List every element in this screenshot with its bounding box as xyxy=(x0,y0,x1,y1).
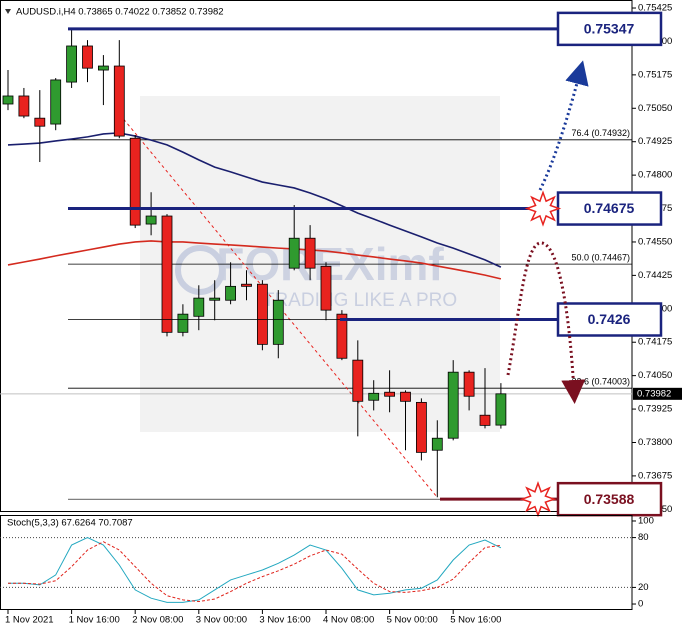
candle-body xyxy=(320,265,332,311)
level-box xyxy=(556,191,663,226)
level-label: 0.75347 xyxy=(584,21,635,37)
candle-body xyxy=(145,215,157,225)
panel-border xyxy=(0,515,633,610)
candle-body xyxy=(18,95,30,117)
candle-body xyxy=(2,95,14,105)
candle-body xyxy=(209,297,221,301)
title-icon xyxy=(5,9,11,14)
candle-body xyxy=(431,437,443,451)
candle-body xyxy=(225,285,237,301)
candle-body xyxy=(495,393,507,426)
candle-body xyxy=(288,237,300,269)
current-price-tag xyxy=(633,387,682,400)
burst-icon xyxy=(519,480,557,518)
fib-label: 50.0 (0.74467) xyxy=(571,253,630,263)
y-tick-label: 0.73675 xyxy=(638,470,672,481)
x-tick-label: 1 Nov 16:00 xyxy=(69,615,120,626)
y-tick-label: 80 xyxy=(638,532,649,543)
x-tick-label: 5 Nov 16:00 xyxy=(450,615,501,626)
candle-body xyxy=(384,391,396,397)
y-tick-label: 0.74425 xyxy=(638,270,672,281)
y-tick-label: 0.75050 xyxy=(638,103,672,114)
level-box xyxy=(556,302,663,337)
y-tick-label: 0.75175 xyxy=(638,69,672,80)
x-tick-label: 1 Nov 2021 xyxy=(5,615,54,626)
candle-body xyxy=(352,359,364,402)
candle-body xyxy=(447,371,459,439)
y-tick-label: 0.74175 xyxy=(638,337,672,348)
y-tick-label: 0 xyxy=(638,599,643,610)
watermark-logo xyxy=(175,245,225,295)
x-tick-label: 3 Nov 00:00 xyxy=(196,615,247,626)
series-line xyxy=(7,240,502,280)
level-box xyxy=(556,481,663,517)
arrow-down xyxy=(506,241,586,404)
series-line xyxy=(7,132,502,268)
candle-body xyxy=(50,79,62,125)
fib-label: 23.6 (0.74003) xyxy=(571,377,630,387)
candle-body xyxy=(336,313,348,359)
candle-body xyxy=(113,65,125,137)
y-tick-label: 100 xyxy=(638,515,654,526)
burst-icon xyxy=(524,190,562,227)
current-price-label: 0.73982 xyxy=(637,388,671,399)
y-tick-label: 0.74550 xyxy=(638,236,672,247)
y-tick-label: 0.74050 xyxy=(638,370,672,381)
watermark-tagline: TRADING LIKE A PRO xyxy=(263,290,457,311)
level-label: 0.73588 xyxy=(584,491,635,507)
y-tick-label: 0.75425 xyxy=(638,3,672,14)
y-tick-label: 0.73800 xyxy=(638,437,672,448)
level-label: 0.7426 xyxy=(588,311,631,327)
candle-body xyxy=(193,297,205,317)
y-tick-label: 0.73925 xyxy=(638,404,672,415)
panel-border xyxy=(0,0,633,512)
fib-label: 76.4 (0.74932) xyxy=(571,128,630,138)
candle-body xyxy=(177,313,189,333)
candle-body xyxy=(400,391,411,402)
y-tick-label: 0.74925 xyxy=(638,136,672,147)
series-line xyxy=(8,541,501,603)
candle-body xyxy=(161,215,173,333)
candle-body xyxy=(368,392,380,401)
x-tick-label: 3 Nov 16:00 xyxy=(259,615,310,626)
stoch-title: Stoch(5,3,3) 67.6264 70.7087 xyxy=(7,518,133,529)
candle-body xyxy=(129,137,141,226)
candle-body xyxy=(98,65,109,71)
candle-body xyxy=(66,45,77,83)
series-line xyxy=(8,537,502,603)
y-tick-label: 20 xyxy=(638,582,649,593)
candle-body xyxy=(241,283,252,287)
x-tick-label: 5 Nov 00:00 xyxy=(387,615,438,626)
arrow-up xyxy=(538,60,589,191)
candle-body xyxy=(479,414,491,426)
candle-body xyxy=(256,283,268,345)
y-tick-label: 0.74800 xyxy=(638,170,672,181)
candle-body xyxy=(34,117,46,127)
chart-title: AUDUSD.i,H4 0.73865 0.74022 0.73852 0.73… xyxy=(16,7,224,18)
candle-body xyxy=(272,299,284,345)
x-tick-label: 2 Nov 08:00 xyxy=(132,615,183,626)
candle-body xyxy=(82,45,93,69)
candle-body xyxy=(463,371,475,397)
x-tick-label: 4 Nov 08:00 xyxy=(323,615,374,626)
candle-body xyxy=(304,237,316,269)
level-label: 0.74675 xyxy=(584,200,635,216)
level-box xyxy=(556,11,663,47)
candle-body xyxy=(415,401,427,453)
